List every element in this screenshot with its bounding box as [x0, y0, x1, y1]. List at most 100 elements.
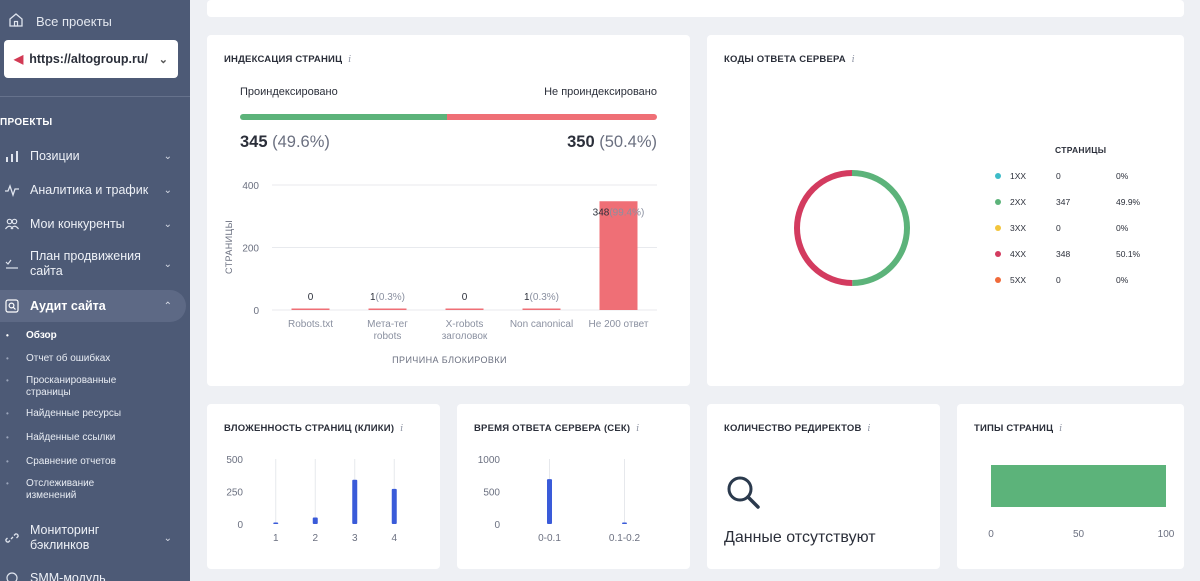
- project-url: https://altogroup.ru/: [29, 52, 148, 66]
- indexing-ratio-bar: [240, 114, 657, 120]
- info-icon[interactable]: i: [867, 424, 871, 434]
- info-icon[interactable]: i: [400, 424, 404, 434]
- bar-value-label: 1(0.3%): [524, 292, 559, 303]
- legend-row[interactable]: 3XX 0 0%: [995, 223, 1128, 233]
- y-tick-label: 400: [242, 181, 259, 192]
- all-projects-label: Все проекты: [36, 14, 112, 29]
- info-icon[interactable]: i: [851, 55, 855, 65]
- chevron-down-icon: ⌄: [163, 150, 172, 162]
- legend-code: 2XX: [1010, 197, 1027, 207]
- legend-dot-icon: [995, 251, 1001, 257]
- not-indexed-label: Не проиндексировано: [544, 86, 657, 98]
- sidebar: Все проекты ◀ https://altogroup.ru/ ⌄ ПР…: [0, 0, 190, 581]
- not-indexed-bar-segment: [446, 114, 657, 120]
- pulse-icon: [4, 182, 20, 198]
- legend-row[interactable]: 2XX 347 49.9%: [995, 197, 1140, 207]
- bar-chart-icon: [4, 148, 20, 164]
- indexed-value: 345 (49.6%): [240, 133, 330, 151]
- response-time-title: ВРЕМЯ ОТВЕТА СЕРВЕРА (СЕК) i: [474, 423, 640, 434]
- x-tick-label: 100: [1158, 529, 1175, 540]
- bar[interactable]: [445, 308, 484, 311]
- sidebar-item-label: Мониторинг бэклинков: [30, 523, 100, 552]
- bar[interactable]: [368, 308, 407, 311]
- users-icon: [4, 216, 20, 232]
- x-tick-label: Мета-тег: [367, 319, 408, 330]
- all-projects-link[interactable]: Все проекты: [8, 12, 112, 31]
- sidebar-item-smm[interactable]: SMM-модуль: [0, 568, 186, 581]
- chevron-down-icon: ⌄: [158, 53, 168, 66]
- indexing-card: ИНДЕКСАЦИЯ СТРАНИЦ i Проиндексировано Не …: [207, 35, 690, 386]
- chevron-down-icon: ⌄: [163, 184, 172, 196]
- bar[interactable]: [273, 522, 279, 525]
- sidebar-subitem-found-links[interactable]: Найденные ссылки: [0, 432, 170, 444]
- x-tick-label: 3: [352, 533, 358, 544]
- bar[interactable]: [522, 308, 561, 311]
- bar[interactable]: [352, 479, 358, 524]
- donut-slice[interactable]: [793, 170, 853, 286]
- sidebar-subitem-scanned-pages[interactable]: Просканированные страницы: [0, 375, 140, 399]
- blocking-reasons-chart: 400 200 0 СТРАНИЦЫ 0 Robots.txt 1(0.3%) Мета-те…: [224, 181, 657, 365]
- sidebar-item-positions[interactable]: Позиции ⌄: [0, 146, 186, 166]
- sidebar-item-backlinks[interactable]: Мониторинг бэклинков ⌄: [0, 522, 186, 554]
- indexed-label: Проиндексировано: [240, 86, 338, 98]
- no-data-text: Данные отсутствуют: [724, 529, 876, 546]
- x-tick-label: заголовок: [442, 331, 488, 342]
- sidebar-item-label: Мои конкуренты: [30, 217, 125, 231]
- sidebar-subitem-report-comparison[interactable]: Сравнение отчетов: [0, 456, 170, 468]
- link-icon: [4, 530, 20, 546]
- smm-icon: [4, 570, 20, 581]
- bar[interactable]: [599, 201, 638, 310]
- project-select[interactable]: ◀ https://altogroup.ru/ ⌄: [4, 40, 178, 78]
- sidebar-item-competitors[interactable]: Мои конкуренты ⌄: [0, 214, 186, 234]
- bar[interactable]: [622, 522, 627, 525]
- redirects-card: КОЛИЧЕСТВО РЕДИРЕКТОВ i Данные отсутствую…: [707, 404, 940, 569]
- legend-pct: 0%: [1116, 275, 1129, 285]
- not-indexed-value: 350 (50.4%): [567, 133, 657, 151]
- sidebar-divider: [0, 96, 190, 97]
- top-card: [207, 0, 1184, 17]
- info-icon[interactable]: i: [348, 55, 352, 65]
- sidebar-subitem-error-report[interactable]: Отчет об ошибках: [0, 353, 170, 365]
- redirects-title: КОЛИЧЕСТВО РЕДИРЕКТОВ i: [724, 423, 871, 434]
- sidebar-subitem-overview[interactable]: Обзор: [0, 330, 170, 342]
- donut-slice[interactable]: [851, 170, 910, 286]
- sidebar-item-promotion-plan[interactable]: План продвижения сайта ⌄: [0, 248, 186, 280]
- legend-dot-icon: [995, 277, 1001, 283]
- legend-row[interactable]: 1XX 0 0%: [995, 171, 1128, 181]
- info-icon[interactable]: i: [636, 424, 640, 434]
- legend-count: 0: [1056, 223, 1061, 233]
- legend-count: 0: [1056, 275, 1061, 285]
- y-tick-label: 500: [226, 455, 243, 466]
- server-codes-card: КОДЫ ОТВЕТА СЕРВЕРА i СТРАНИЦЫ 1XX 0 0% 2XX 3…: [707, 35, 1184, 386]
- bar-value-label: 0: [462, 292, 468, 303]
- x-tick-label: X-robots: [446, 319, 484, 330]
- legend-count: 348: [1056, 249, 1071, 259]
- bar[interactable]: [991, 465, 1166, 507]
- sidebar-item-analytics[interactable]: Аналитика и трафик ⌄: [0, 180, 186, 200]
- indexing-title: ИНДЕКСАЦИЯ СТРАНИЦ i: [224, 54, 352, 65]
- indexed-bar-segment: [240, 114, 447, 120]
- page-types-card: ТИПЫ СТРАНИЦ i 0 50 100: [957, 404, 1184, 569]
- legend-row[interactable]: 4XX 348 50.1%: [995, 249, 1140, 259]
- x-tick-label: 0: [988, 529, 994, 540]
- x-tick-label: 4: [391, 533, 397, 544]
- bar[interactable]: [312, 517, 318, 525]
- legend-row[interactable]: 5XX 0 0%: [995, 275, 1128, 285]
- bar[interactable]: [291, 308, 330, 311]
- y-axis-label: СТРАНИЦЫ: [224, 220, 234, 274]
- response-time-chart: 1000 500 0 0-0.1 0.1-0.2: [478, 455, 641, 544]
- page-types-chart: 0 50 100: [988, 465, 1175, 540]
- info-icon[interactable]: i: [1059, 424, 1063, 434]
- server-codes-legend: СТРАНИЦЫ 1XX 0 0% 2XX 347 49.9% 3XX 0 0% 4XX 348 50…: [995, 145, 1175, 295]
- legend-count: 347: [1056, 197, 1071, 207]
- audit-icon: [4, 298, 20, 314]
- sidebar-subitem-change-tracking[interactable]: Отслеживание изменений: [0, 478, 120, 502]
- response-time-card: ВРЕМЯ ОТВЕТА СЕРВЕРА (СЕК) i 1000 500 0 0-0.…: [457, 404, 690, 569]
- y-tick-label: 0: [237, 520, 243, 531]
- sidebar-item-site-audit[interactable]: Аудит сайта ⌃: [0, 290, 186, 322]
- bar-value-label: 348(99.4%): [593, 207, 645, 218]
- sidebar-subitem-found-resources[interactable]: Найденные ресурсы: [0, 408, 170, 420]
- bar[interactable]: [391, 488, 397, 524]
- checklist-icon: [4, 256, 20, 272]
- bar[interactable]: [547, 479, 552, 524]
